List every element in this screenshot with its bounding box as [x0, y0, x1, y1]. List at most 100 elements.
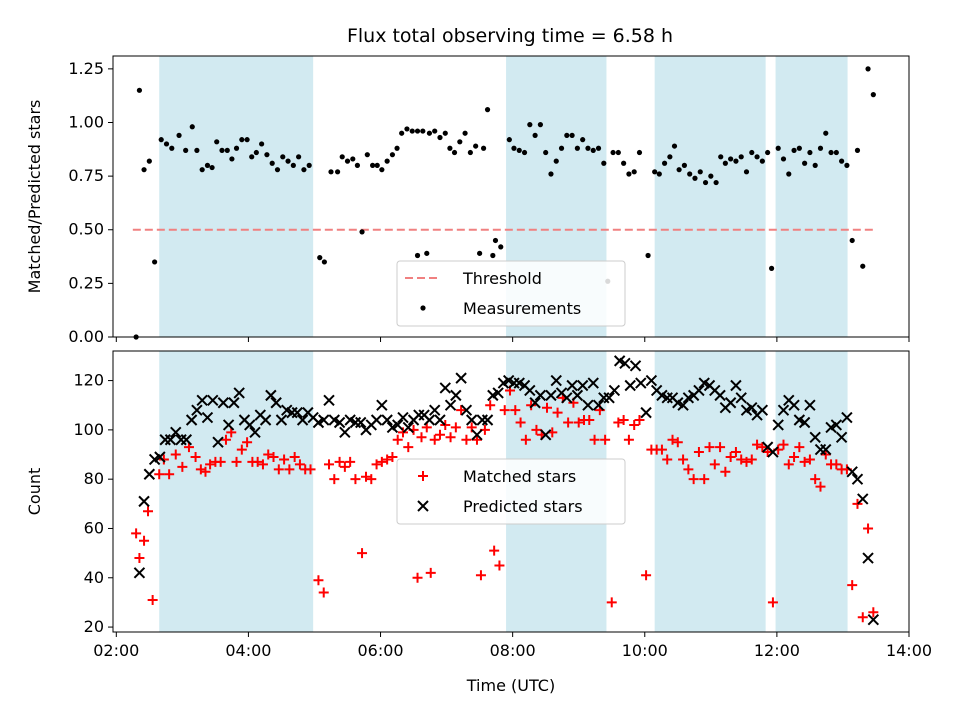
legend-box — [396, 458, 626, 525]
data-point — [215, 456, 226, 467]
data-point — [629, 419, 640, 430]
data-point — [746, 401, 758, 414]
data-point — [274, 167, 281, 173]
data-point — [652, 169, 658, 175]
data-point — [473, 143, 479, 149]
data-point — [656, 171, 662, 177]
data-point — [699, 474, 710, 485]
data-point — [634, 415, 645, 426]
data-point — [780, 156, 787, 162]
data-point — [623, 434, 634, 445]
data-point — [645, 374, 658, 387]
data-point — [820, 449, 831, 460]
data-point — [457, 139, 463, 145]
data-point — [542, 402, 553, 413]
data-point — [798, 416, 811, 429]
data-point — [756, 404, 769, 416]
data-point — [444, 399, 457, 411]
data-point — [738, 154, 744, 160]
data-point — [606, 597, 617, 608]
data-point — [697, 169, 703, 175]
data-point — [143, 506, 154, 517]
data-point — [631, 169, 637, 175]
data-point — [366, 474, 377, 485]
x-tick-label: 10:00 — [622, 641, 668, 660]
data-point — [624, 379, 636, 392]
data-point — [465, 414, 478, 426]
data-point — [220, 434, 231, 445]
data-point — [865, 66, 871, 72]
shaded-interval — [775, 56, 848, 337]
legend: Threshold Measurements — [396, 260, 626, 327]
data-point — [214, 139, 220, 145]
data-point — [270, 397, 282, 409]
data-point — [524, 384, 536, 397]
data-point — [146, 158, 152, 164]
data-point — [264, 152, 270, 158]
data-point — [334, 456, 345, 467]
data-point — [730, 379, 742, 392]
data-point — [494, 560, 505, 571]
data-point — [180, 434, 193, 446]
data-point — [582, 399, 594, 411]
data-point — [844, 162, 850, 168]
data-point — [545, 389, 557, 402]
data-point — [229, 156, 235, 162]
data-point — [424, 250, 430, 256]
data-point — [526, 400, 537, 411]
data-point — [253, 149, 259, 156]
data-point — [809, 431, 821, 443]
data-point — [244, 137, 250, 143]
data-point — [863, 523, 874, 534]
series-predicted-stars — [133, 355, 880, 626]
data-point — [183, 442, 194, 453]
data-point — [576, 379, 589, 392]
data-point — [189, 124, 195, 130]
data-point — [566, 379, 578, 392]
data-point — [324, 459, 335, 470]
data-point — [635, 377, 647, 389]
data-point — [857, 612, 868, 623]
data-point — [870, 92, 876, 98]
plot-frame — [112, 55, 910, 338]
data-point — [817, 145, 824, 151]
data-point — [618, 415, 629, 426]
data-point — [376, 399, 388, 411]
data-point — [456, 405, 467, 416]
data-point — [294, 459, 305, 470]
data-point — [489, 545, 500, 556]
data-point — [364, 152, 370, 158]
data-point — [804, 454, 815, 465]
data-point — [249, 154, 255, 160]
data-point — [207, 394, 219, 407]
data-point — [403, 442, 414, 453]
data-point — [667, 154, 673, 160]
data-point — [480, 145, 487, 151]
data-point — [387, 451, 398, 462]
data-point — [539, 429, 552, 441]
data-point — [170, 426, 182, 439]
y-tick-label: 60 — [84, 518, 104, 537]
data-point — [714, 389, 726, 402]
data-point — [506, 137, 512, 143]
data-point — [423, 414, 436, 426]
data-point — [511, 145, 517, 151]
data-point — [762, 447, 773, 458]
data-point — [392, 419, 404, 431]
legend-label: Predicted stars — [463, 497, 583, 516]
data-point — [804, 399, 816, 411]
data-point — [321, 259, 327, 265]
data-point — [450, 422, 461, 433]
data-point — [439, 382, 451, 394]
data-point — [515, 417, 526, 428]
data-point — [147, 594, 158, 605]
data-point — [702, 179, 709, 186]
data-point — [306, 162, 312, 168]
data-point — [743, 169, 750, 175]
data-point — [141, 167, 147, 173]
data-point — [280, 154, 286, 160]
data-point — [428, 404, 441, 416]
data-point — [735, 392, 747, 404]
data-point — [754, 154, 760, 160]
data-point — [799, 456, 810, 467]
